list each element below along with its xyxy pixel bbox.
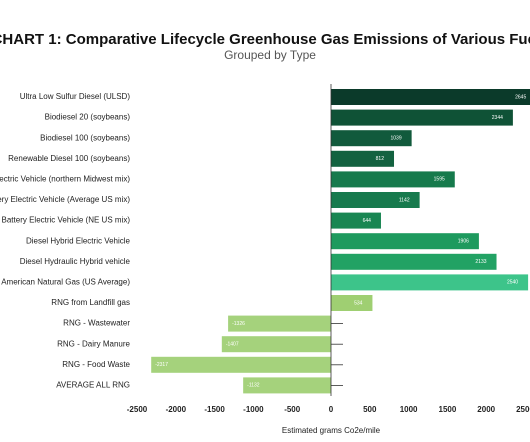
value-label: -1132 (247, 383, 260, 389)
x-tick-label: 0 (329, 405, 334, 414)
category-label: RNG from Landfill gas (51, 298, 130, 307)
category-label: Diesel Hydraulic Hybrid vehicle (20, 257, 131, 266)
bar (151, 356, 331, 373)
value-label: 1595 (434, 177, 445, 183)
category-label: Diesel Hybrid Electric Vehicle (26, 236, 131, 245)
bar (331, 171, 455, 188)
bar (331, 274, 529, 291)
x-tick-label: 1000 (400, 405, 418, 414)
value-label: -1326 (232, 321, 245, 327)
category-label: RNG - Dairy Manure (57, 339, 130, 348)
x-tick-label: -1000 (243, 405, 264, 414)
bar (331, 150, 395, 167)
bar (243, 377, 331, 394)
bar (331, 109, 513, 126)
x-tick-label: -500 (284, 405, 301, 414)
value-label: 534 (354, 300, 363, 306)
bar (331, 192, 420, 208)
value-label: 812 (376, 156, 385, 162)
chart-title: CHART 1: Comparative Lifecycle Greenhous… (0, 31, 530, 48)
x-tick-label: 2000 (477, 405, 495, 414)
category-label: Biodiesel 100 (soybeans) (40, 133, 130, 142)
category-label: Battery Electric Vehicle (NE US mix) (2, 216, 131, 225)
value-label: 2540 (507, 280, 518, 286)
value-label: 1142 (399, 197, 410, 203)
value-label: -2317 (155, 362, 168, 368)
value-label: 1039 (391, 136, 402, 142)
category-label: AVERAGE ALL RNG (56, 381, 130, 390)
category-label: RNG - Wastewater (63, 319, 130, 328)
category-label: ectric Vehicle (northern Midwest mix) (0, 175, 130, 184)
bar (228, 315, 331, 332)
value-label: -1407 (226, 342, 239, 348)
x-tick-label: -2500 (127, 405, 148, 414)
bar (331, 233, 479, 250)
value-label: 2344 (492, 115, 503, 121)
bar (331, 89, 530, 105)
x-axis-title: Estimated grams Co2e/mile (282, 426, 381, 435)
value-label: 644 (363, 218, 372, 224)
bar (331, 130, 412, 147)
category-label: ttery Electric Vehicle (Average US mix) (0, 195, 130, 204)
category-label: Renewable Diesel 100 (soybeans) (8, 154, 130, 163)
value-label: 2645 (515, 94, 526, 100)
bar (221, 336, 331, 353)
bar (331, 212, 381, 229)
x-tick-label: -2000 (166, 405, 187, 414)
category-label: h American Natural Gas (US Average) (0, 278, 130, 287)
value-label: 2133 (475, 259, 486, 265)
chart-subtitle: Grouped by Type (224, 48, 316, 62)
x-tick-label: -1500 (204, 405, 225, 414)
x-tick-label: 500 (363, 405, 377, 414)
category-label: Ultra Low Sulfur Diesel (ULSD) (20, 92, 131, 101)
x-tick-label: 2500 (516, 405, 530, 414)
category-label: Biodiesel 20 (soybeans) (45, 113, 131, 122)
bar (331, 295, 373, 311)
category-label: RNG - Food Waste (62, 360, 130, 369)
x-tick-label: 1500 (439, 405, 457, 414)
bar (331, 253, 497, 270)
value-label: 1906 (458, 239, 469, 245)
